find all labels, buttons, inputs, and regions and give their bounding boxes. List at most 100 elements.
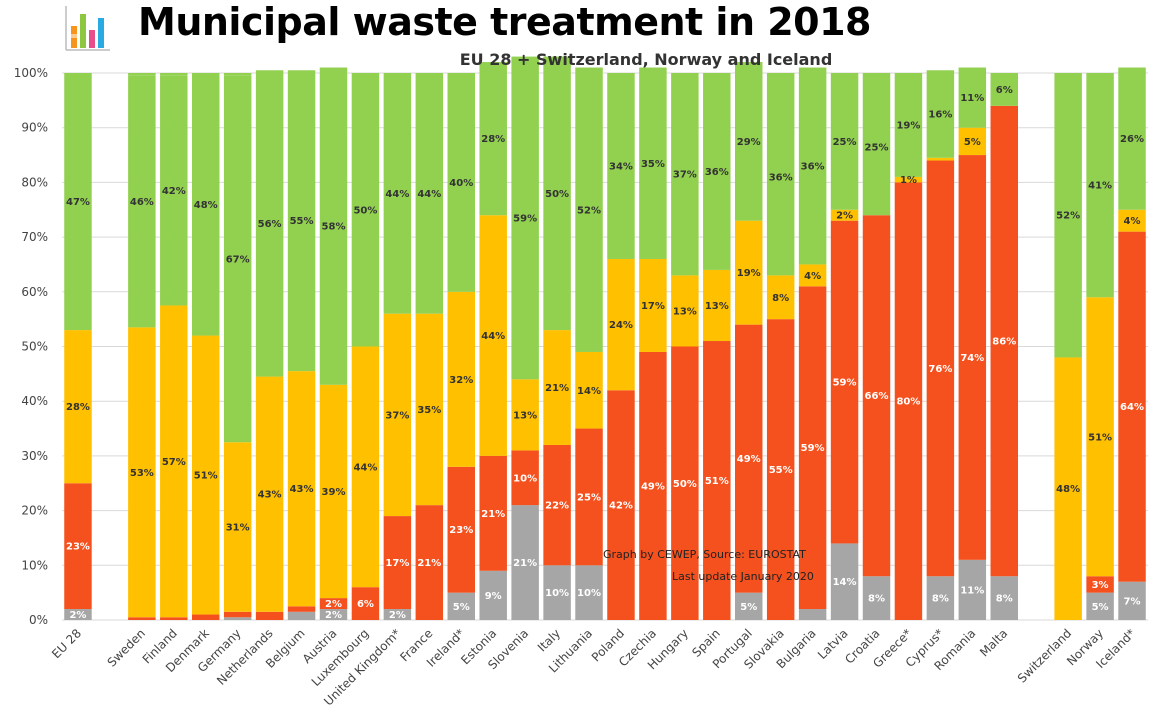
bar-segment (287, 70, 316, 372)
chart-subtitle: EU 28 + Switzerland, Norway and Iceland (459, 50, 833, 69)
bar-segment (862, 215, 891, 577)
bar-segment (160, 73, 188, 76)
bar-segment (543, 56, 571, 331)
bar-segment (319, 67, 348, 385)
bar-segment (255, 611, 284, 620)
data-label: 55% (290, 216, 314, 227)
data-label: 10% (577, 588, 601, 599)
data-label: 53% (130, 468, 154, 479)
bar-segment (862, 78, 891, 216)
bar-segment (255, 70, 284, 377)
bar-segment (894, 182, 923, 620)
bar-segment (607, 73, 635, 259)
bar-segment (639, 67, 667, 259)
bar-segment (319, 598, 348, 610)
y-tick-label: 40% (21, 394, 48, 408)
data-label: 48% (194, 200, 218, 211)
data-label: 24% (609, 320, 633, 331)
x-tick-label: Malta (977, 626, 1010, 659)
data-label: 25% (577, 492, 601, 503)
data-label: 44% (417, 189, 441, 200)
data-label: 67% (226, 254, 250, 265)
bar-segment (223, 73, 252, 76)
bar-segment (1118, 581, 1146, 620)
y-tick-label: 10% (21, 558, 48, 572)
bar-segment (1118, 209, 1146, 232)
source-note: Graph by CEWEP, Source: EUROSTAT (603, 548, 806, 561)
bar-segment (671, 346, 699, 620)
data-label: 5% (964, 137, 981, 148)
data-label: 36% (801, 161, 825, 172)
data-label: 34% (609, 161, 633, 172)
x-tick-label: Italy (535, 626, 563, 654)
bar-segment (639, 258, 667, 352)
data-label: 6% (357, 599, 374, 610)
data-label: 76% (928, 364, 952, 375)
bar-segment (830, 73, 859, 210)
bar-segment (351, 587, 380, 620)
data-label: 2% (325, 599, 342, 610)
bar-segment (703, 269, 731, 342)
data-label: 21% (417, 558, 441, 569)
bar-segment (447, 73, 475, 292)
data-label: 7% (1124, 596, 1141, 607)
bar-segment (766, 275, 795, 320)
data-label: 25% (865, 142, 889, 153)
data-label: 44% (353, 462, 377, 473)
bar-segment (415, 505, 444, 620)
data-label: 31% (226, 523, 250, 534)
bar-segment (926, 157, 955, 161)
bar-segment (160, 617, 188, 620)
data-label: 5% (453, 602, 470, 613)
data-label: 43% (258, 490, 282, 501)
bar-segment (447, 592, 475, 620)
bar-segment (990, 576, 1018, 620)
bar-segment (415, 313, 444, 506)
data-label: 10% (513, 473, 537, 484)
y-tick-label: 20% (21, 504, 48, 518)
data-label: 64% (1120, 402, 1144, 413)
bar-segment (543, 330, 571, 445)
data-label: 8% (868, 594, 885, 605)
bar-segment (287, 606, 316, 612)
data-label: 29% (737, 137, 761, 148)
bar-segment (543, 565, 571, 620)
bar-segment (990, 105, 1018, 577)
x-tick-label: Sweden (105, 626, 148, 669)
bar-segment (383, 313, 412, 517)
data-label: 11% (960, 585, 984, 596)
bar-segment (479, 215, 507, 456)
bar-segment (862, 73, 891, 79)
bar-segment (479, 455, 507, 571)
data-label: 13% (513, 410, 537, 421)
bar-segment (766, 319, 795, 620)
bar-segment (798, 609, 827, 620)
data-label: 2% (69, 610, 86, 621)
data-label: 3% (1092, 580, 1109, 591)
data-label: 35% (641, 159, 665, 170)
bar-segment (607, 390, 635, 620)
bar-segment (575, 428, 603, 566)
bar-segment (351, 346, 380, 588)
bar-segment (958, 67, 987, 128)
data-label: 11% (960, 93, 984, 104)
bar-segment (1118, 231, 1146, 582)
bar-segment (351, 73, 380, 347)
data-label: 28% (66, 402, 90, 413)
bar-segment (671, 73, 699, 276)
data-label: 44% (385, 189, 409, 200)
data-label: 26% (1120, 134, 1144, 145)
bar-segment (64, 609, 92, 620)
bar-segment (766, 73, 795, 79)
bar-segment (255, 376, 284, 612)
bar-segment (830, 220, 859, 544)
bar-segment (1086, 592, 1114, 620)
bar-segment (862, 576, 891, 620)
x-tick-label: EU 28 (49, 626, 84, 661)
data-label: 50% (353, 205, 377, 216)
data-label: 8% (772, 293, 789, 304)
data-label: 49% (737, 454, 761, 465)
bar-segment (575, 565, 603, 620)
bar-segment (830, 543, 859, 620)
data-label: 39% (322, 487, 346, 498)
